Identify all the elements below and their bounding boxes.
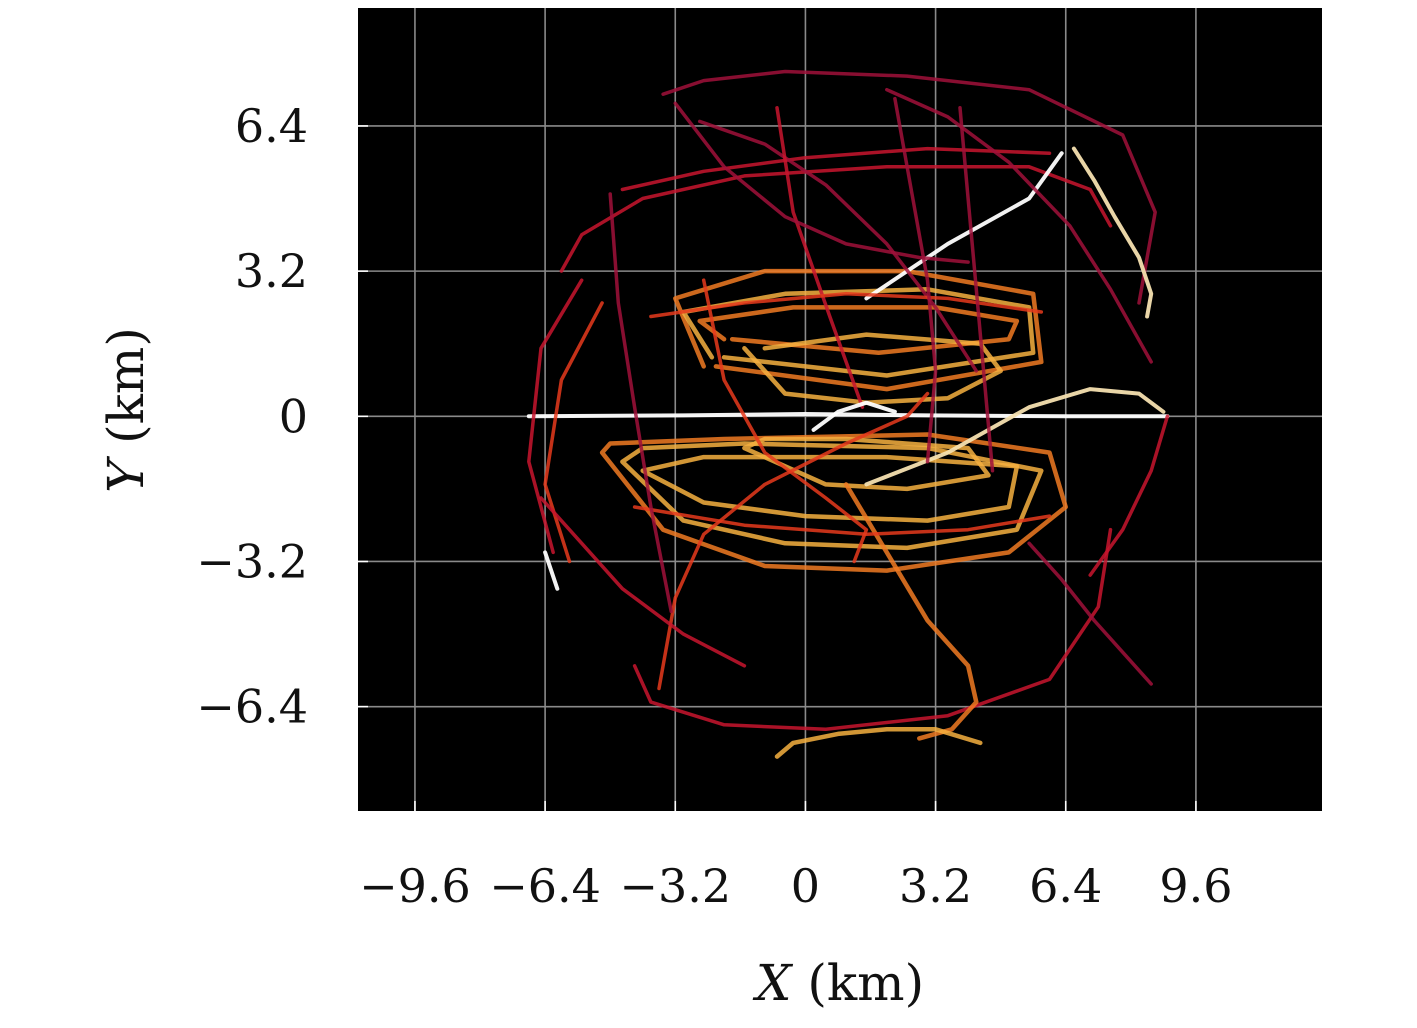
trajectory-line xyxy=(864,387,1166,487)
trajectory-line xyxy=(620,146,1052,192)
x-tick-label: 0 xyxy=(791,859,820,913)
trajectory-line xyxy=(559,165,1113,273)
trajectory-line xyxy=(608,192,673,614)
trajectory-line xyxy=(1027,541,1153,686)
trajectory-line xyxy=(673,101,970,264)
y-axis-title: Y (km) xyxy=(97,327,155,493)
trajectory-line xyxy=(1088,414,1170,577)
trajectory-line xyxy=(527,278,584,555)
trajectory-line xyxy=(539,496,747,668)
y-tick-label: −6.4 xyxy=(196,680,308,734)
x-tick-label: −9.6 xyxy=(359,859,471,913)
trajectory-line xyxy=(632,527,1113,732)
trajectory-line xyxy=(958,106,995,473)
x-axis-ticks: −9.6 −6.4 −3.2 0 3.2 6.4 9.6 xyxy=(359,801,1232,913)
trajectory-line xyxy=(661,69,1157,305)
trajectory-line xyxy=(843,482,979,741)
y-tick-label: 6.4 xyxy=(235,99,308,153)
trajectory-line xyxy=(543,550,560,591)
trajectory-line xyxy=(526,412,1170,419)
x-axis-title: X (km) xyxy=(752,954,924,1012)
trajectory-lines xyxy=(526,69,1170,759)
y-tick-label: −3.2 xyxy=(196,534,308,588)
trajectory-line xyxy=(697,305,1020,356)
x-tick-label: −3.2 xyxy=(619,859,731,913)
trajectory-line xyxy=(657,391,930,691)
trajectory-line xyxy=(620,441,1044,551)
trajectory-line xyxy=(775,106,865,409)
trajectory-line xyxy=(893,96,938,464)
x-tick-label: 3.2 xyxy=(899,859,972,913)
x-tick-label: −6.4 xyxy=(489,859,601,913)
trajectory-line xyxy=(774,727,983,759)
trajectory-line xyxy=(543,301,604,564)
x-tick-label: 6.4 xyxy=(1029,859,1102,913)
y-axis-ticks: 6.4 3.2 0 −3.2 −6.4 xyxy=(196,99,368,734)
trajectory-line xyxy=(1071,146,1154,319)
y-tick-label: 3.2 xyxy=(235,244,308,298)
trajectory-line xyxy=(599,432,1068,573)
trajectory-line xyxy=(673,268,1044,392)
y-tick-label: 0 xyxy=(279,389,308,443)
trajectory-line xyxy=(697,119,979,373)
trajectory-line xyxy=(742,436,991,492)
trajectory-line xyxy=(742,332,1003,405)
x-tick-label: 9.6 xyxy=(1159,859,1232,913)
trajectory-line xyxy=(632,505,1052,537)
trajectory-line xyxy=(885,87,1153,364)
trajectory-line xyxy=(811,400,897,432)
